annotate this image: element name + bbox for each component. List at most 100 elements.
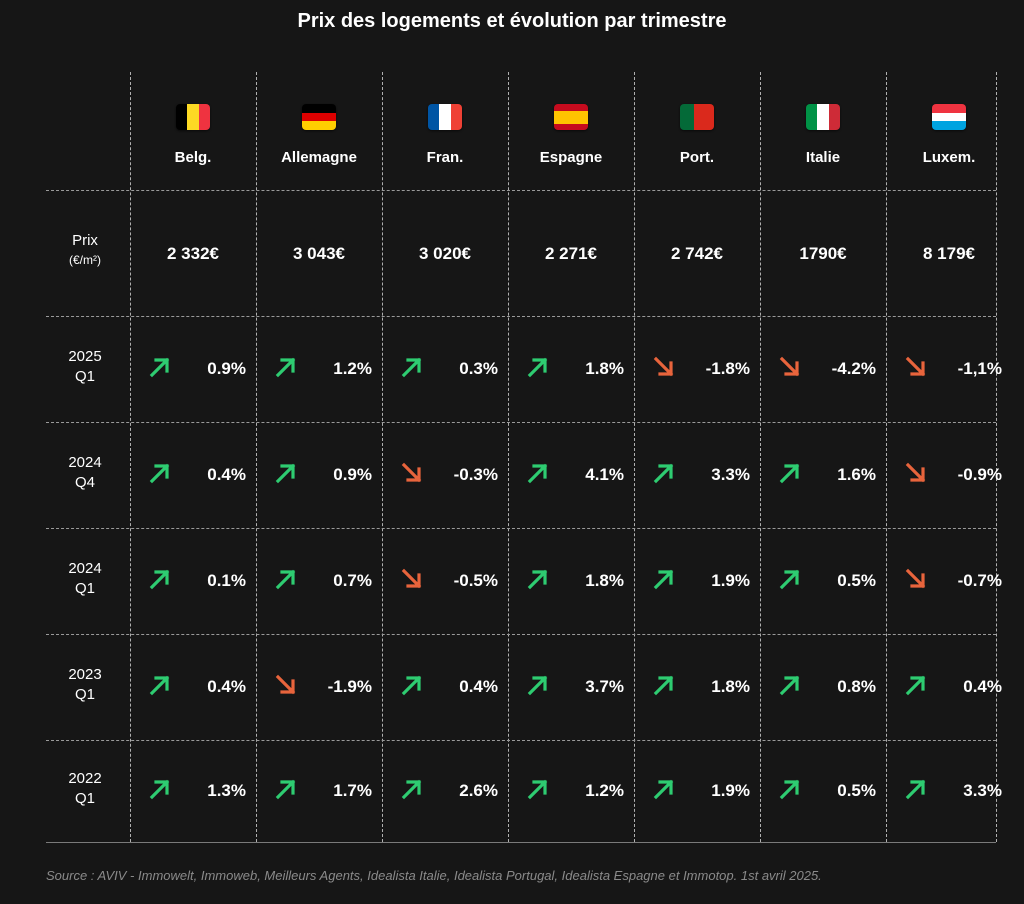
change-value: 0.4% xyxy=(963,677,1002,696)
column-divider xyxy=(996,72,997,842)
flag-portugal-icon xyxy=(680,104,714,130)
column-divider xyxy=(886,72,887,842)
change-value: 1.8% xyxy=(585,359,624,378)
arrow-up-right-icon xyxy=(527,779,548,800)
country-label: Espagne xyxy=(539,149,603,166)
flag-france-icon xyxy=(428,104,462,130)
flag-spain-icon xyxy=(554,104,588,130)
flag-stripe xyxy=(176,104,188,130)
price-value: 3 020€ xyxy=(419,244,471,263)
flag-stripe xyxy=(428,104,440,130)
change-value: 1.6% xyxy=(837,465,876,484)
change-value: 0.4% xyxy=(459,677,498,696)
change-value: 0.4% xyxy=(207,465,246,484)
arrow-up-right-icon xyxy=(149,569,170,590)
price-unit-label: (€/m²) xyxy=(69,253,101,267)
quarter-year-label: 2023 xyxy=(68,666,102,683)
change-value: 1.9% xyxy=(711,571,750,590)
row-divider xyxy=(46,634,996,635)
flag-stripe xyxy=(554,110,588,124)
flag-stripe xyxy=(680,104,694,130)
arrow-down-right-icon xyxy=(905,356,926,377)
change-value: 0.1% xyxy=(207,571,246,590)
column-divider xyxy=(634,72,635,842)
column-divider xyxy=(760,72,761,842)
table-bottom-border xyxy=(46,842,996,843)
change-value: -0.3% xyxy=(453,465,498,484)
country-label: Belg. xyxy=(174,149,212,166)
price-value: 2 271€ xyxy=(545,244,597,263)
change-value: 0.9% xyxy=(333,465,372,484)
change-value: 1.9% xyxy=(711,781,750,800)
arrow-down-right-icon xyxy=(905,462,926,483)
flag-stripe xyxy=(806,104,818,130)
price-value: 2 742€ xyxy=(671,244,723,263)
quarter-label: Q4 xyxy=(74,474,95,491)
arrow-up-right-icon xyxy=(653,779,674,800)
source-note: Source : AVIV - Immowelt, Immoweb, Meill… xyxy=(46,868,822,883)
arrow-up-right-icon xyxy=(275,779,296,800)
flag-stripe xyxy=(693,104,714,130)
quarter-year-label: 2024 xyxy=(68,454,102,471)
arrow-up-right-icon xyxy=(905,779,926,800)
arrow-up-right-icon xyxy=(653,675,674,696)
row-divider xyxy=(46,190,996,191)
flag-stripe xyxy=(828,104,840,130)
arrow-down-right-icon xyxy=(275,674,296,695)
country-label: Port. xyxy=(679,149,715,166)
arrow-up-right-icon xyxy=(779,463,800,484)
arrow-up-right-icon xyxy=(401,675,422,696)
arrow-up-right-icon xyxy=(275,569,296,590)
arrow-down-right-icon xyxy=(779,356,800,377)
arrow-up-right-icon xyxy=(149,779,170,800)
country-label: Fran. xyxy=(426,149,464,166)
quarter-year-label: 2022 xyxy=(68,770,102,787)
quarter-year-label: 2025 xyxy=(68,348,102,365)
quarter-label: Q1 xyxy=(74,368,95,385)
column-divider xyxy=(130,72,131,842)
arrow-down-right-icon xyxy=(401,568,422,589)
change-value: 1.3% xyxy=(207,781,246,800)
flag-germany-icon xyxy=(302,104,336,130)
arrow-up-right-icon xyxy=(149,675,170,696)
change-value: 1.7% xyxy=(333,781,372,800)
change-value: -1.8% xyxy=(705,359,750,378)
quarter-label: Q1 xyxy=(74,790,95,807)
flag-stripe xyxy=(932,104,966,113)
arrow-up-right-icon xyxy=(779,675,800,696)
change-value: 0.7% xyxy=(333,571,372,590)
price-row-label: Prix xyxy=(72,232,98,249)
arrow-up-right-icon xyxy=(401,779,422,800)
flag-stripe xyxy=(439,104,451,130)
quarter-label: Q1 xyxy=(74,686,95,703)
arrow-up-right-icon xyxy=(527,675,548,696)
flag-belgium-icon xyxy=(176,104,210,130)
price-value: 3 043€ xyxy=(293,244,345,263)
price-value: 1790€ xyxy=(799,244,847,263)
arrow-up-right-icon xyxy=(149,463,170,484)
flag-stripe xyxy=(187,104,199,130)
flag-stripe xyxy=(302,121,336,130)
arrow-up-right-icon xyxy=(779,779,800,800)
change-value: 4.1% xyxy=(585,465,624,484)
change-value: 0.8% xyxy=(837,677,876,696)
change-value: 0.3% xyxy=(459,359,498,378)
row-divider xyxy=(46,528,996,529)
change-value: 0.5% xyxy=(837,571,876,590)
change-value: 1.2% xyxy=(585,781,624,800)
flag-italy-icon xyxy=(806,104,840,130)
change-value: 3.3% xyxy=(963,781,1002,800)
change-value: 0.4% xyxy=(207,677,246,696)
arrow-up-right-icon xyxy=(149,357,170,378)
flag-luxembourg-icon xyxy=(932,104,966,130)
change-value: 0.9% xyxy=(207,359,246,378)
change-value: -0.7% xyxy=(957,571,1002,590)
quarter-year-label: 2024 xyxy=(68,560,102,577)
change-value: -0.9% xyxy=(957,465,1002,484)
country-label: Allemagne xyxy=(281,149,357,166)
flag-stripe xyxy=(932,121,966,130)
country-label: Italie xyxy=(805,149,841,166)
arrow-up-right-icon xyxy=(527,463,548,484)
arrow-up-right-icon xyxy=(779,569,800,590)
